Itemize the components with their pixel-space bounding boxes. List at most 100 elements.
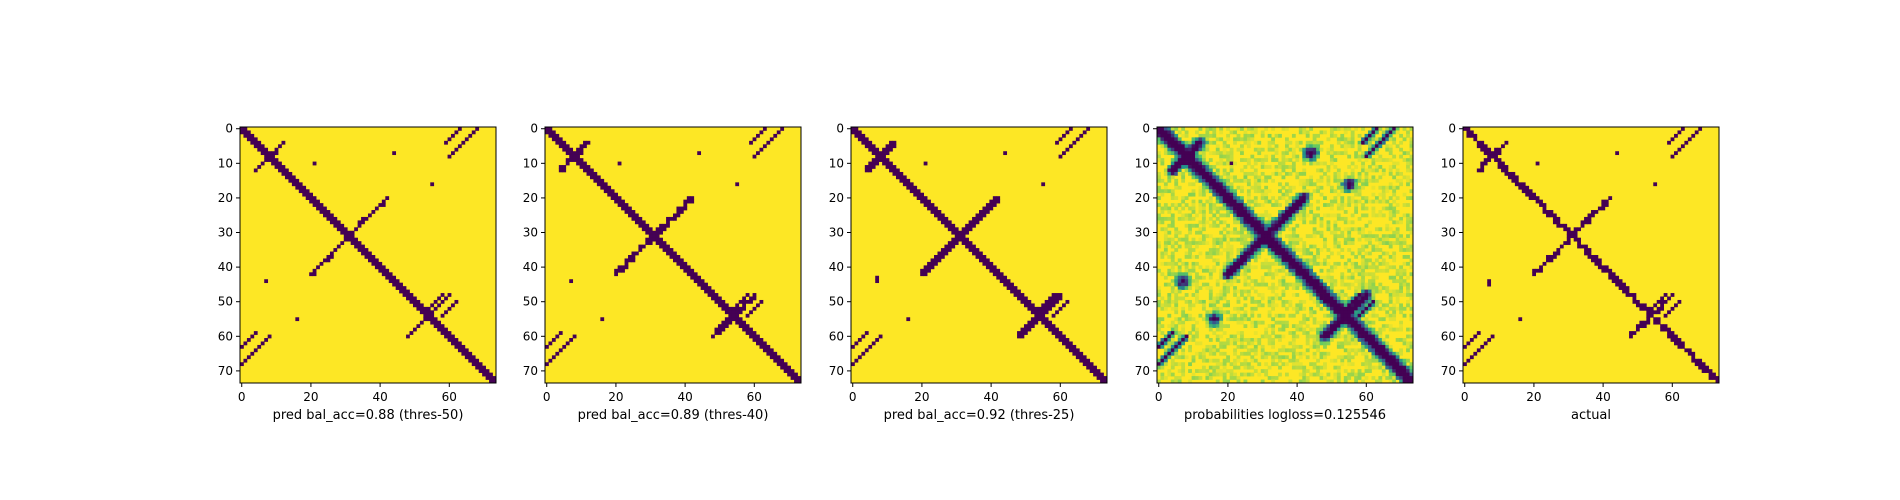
heatmap-cell bbox=[1402, 127, 1407, 131]
heatmap-cell bbox=[1257, 223, 1262, 228]
heatmap-cell bbox=[1312, 327, 1317, 332]
heatmap-cell bbox=[1402, 306, 1407, 311]
heatmap-cell bbox=[1615, 151, 1620, 156]
heatmap-cell bbox=[1250, 248, 1255, 252]
heatmap-cell bbox=[430, 182, 435, 187]
heatmap-cell bbox=[1219, 344, 1224, 349]
heatmap-cell bbox=[1316, 248, 1320, 252]
heatmap-cell bbox=[1065, 338, 1070, 342]
heatmap-cell bbox=[773, 355, 778, 360]
heatmap-cell bbox=[1174, 168, 1179, 173]
heatmap-cell bbox=[1212, 223, 1217, 228]
heatmap-cells bbox=[545, 127, 802, 384]
heatmap-cell bbox=[868, 344, 873, 349]
heatmap-cell bbox=[1406, 133, 1410, 138]
heatmap-cell bbox=[1336, 303, 1341, 308]
heatmap-cell bbox=[1198, 203, 1203, 207]
heatmap-cell bbox=[1319, 192, 1324, 197]
heatmap-cell bbox=[1195, 161, 1199, 166]
heatmap-cell bbox=[1177, 210, 1182, 214]
heatmap-cell bbox=[634, 220, 639, 225]
heatmap-cell bbox=[1309, 182, 1314, 187]
heatmap-cell bbox=[1271, 234, 1275, 239]
heatmap-cell bbox=[1048, 299, 1052, 304]
heatmap-cell bbox=[1350, 272, 1355, 277]
heatmap-cell bbox=[965, 223, 969, 228]
heatmap-cell bbox=[756, 341, 760, 346]
heatmap-cell bbox=[1278, 213, 1282, 218]
heatmap-cell bbox=[1368, 144, 1372, 149]
heatmap-cell bbox=[1563, 227, 1568, 232]
heatmap-cell bbox=[1594, 258, 1599, 263]
heatmap-cell bbox=[1291, 216, 1296, 221]
heatmap-cell bbox=[1198, 165, 1203, 169]
heatmap-cell bbox=[1246, 317, 1251, 322]
heatmap-cell bbox=[1402, 268, 1407, 273]
heatmap-cell bbox=[1177, 168, 1182, 173]
heatmap-cell bbox=[1378, 338, 1383, 342]
heatmap-cell bbox=[1399, 362, 1403, 367]
heatmap-cell bbox=[1350, 355, 1355, 360]
heatmap-cell bbox=[1285, 203, 1289, 207]
heatmap-cell bbox=[1174, 341, 1179, 346]
heatmap-cell bbox=[1264, 227, 1269, 232]
heatmap-cell bbox=[1357, 189, 1362, 194]
heatmap-cell bbox=[1170, 133, 1175, 138]
heatmap-cell bbox=[1037, 313, 1042, 318]
heatmap-cell bbox=[1243, 130, 1248, 135]
heatmap-cell bbox=[1201, 348, 1206, 353]
heatmap-cell bbox=[1350, 199, 1355, 204]
heatmap-cell bbox=[1305, 282, 1310, 287]
heatmap-cell bbox=[1329, 206, 1334, 211]
heatmap-cell bbox=[1219, 127, 1224, 131]
heatmap-cell bbox=[1566, 234, 1571, 239]
heatmap-cell bbox=[260, 147, 265, 152]
heatmap-cell bbox=[1295, 210, 1300, 214]
heatmap-cell bbox=[1336, 334, 1341, 339]
heatmap-cell bbox=[1340, 185, 1345, 190]
heatmap-cell bbox=[648, 234, 653, 239]
heatmap-cell bbox=[1240, 338, 1244, 342]
heatmap-cell bbox=[1361, 255, 1365, 259]
heatmap-cell bbox=[1340, 272, 1345, 277]
heatmap-cell bbox=[1608, 268, 1613, 273]
heatmap-cell bbox=[1406, 369, 1410, 373]
heatmap-cell bbox=[965, 241, 969, 245]
heatmap-cell bbox=[1539, 199, 1543, 204]
heatmap-cell bbox=[1329, 282, 1334, 287]
heatmap-cell bbox=[1274, 303, 1279, 308]
heatmap-cell bbox=[1316, 140, 1320, 145]
heatmap-cell bbox=[1347, 286, 1352, 290]
heatmap-cell bbox=[1361, 248, 1365, 252]
heatmap-cell bbox=[693, 275, 698, 280]
heatmap-cell bbox=[1051, 324, 1056, 328]
heatmap-cell bbox=[1163, 306, 1168, 311]
heatmap-cell bbox=[1233, 279, 1237, 284]
heatmap-cell bbox=[1381, 158, 1386, 162]
heatmap-cell bbox=[1246, 182, 1251, 187]
heatmap-cell bbox=[1181, 127, 1186, 131]
heatmap-cell bbox=[1708, 376, 1713, 380]
heatmap-cell bbox=[1246, 210, 1251, 214]
heatmap-cell bbox=[1361, 140, 1365, 145]
heatmap-cell bbox=[1333, 358, 1338, 363]
heatmap-cell bbox=[1639, 320, 1644, 325]
heatmap-cell bbox=[1201, 216, 1206, 221]
heatmap-cell bbox=[769, 137, 774, 142]
heatmap-cell bbox=[1340, 189, 1345, 194]
heatmap-cell bbox=[1371, 137, 1376, 142]
heatmap-cell bbox=[1226, 248, 1230, 252]
heatmap-cell bbox=[371, 255, 376, 259]
heatmap-cell bbox=[548, 341, 553, 346]
heatmap-cell bbox=[1354, 227, 1358, 232]
heatmap-cell bbox=[264, 279, 269, 284]
heatmap-cell bbox=[1291, 286, 1296, 290]
heatmap-cell bbox=[913, 192, 918, 197]
heatmap-cell bbox=[1573, 237, 1578, 242]
heatmap-cell bbox=[1215, 296, 1220, 301]
heatmap-cell bbox=[707, 293, 712, 297]
heatmap-cell bbox=[864, 168, 869, 173]
heatmap-cell bbox=[1215, 306, 1220, 311]
heatmap-cell bbox=[1233, 334, 1237, 339]
heatmap-cell bbox=[1250, 313, 1255, 318]
